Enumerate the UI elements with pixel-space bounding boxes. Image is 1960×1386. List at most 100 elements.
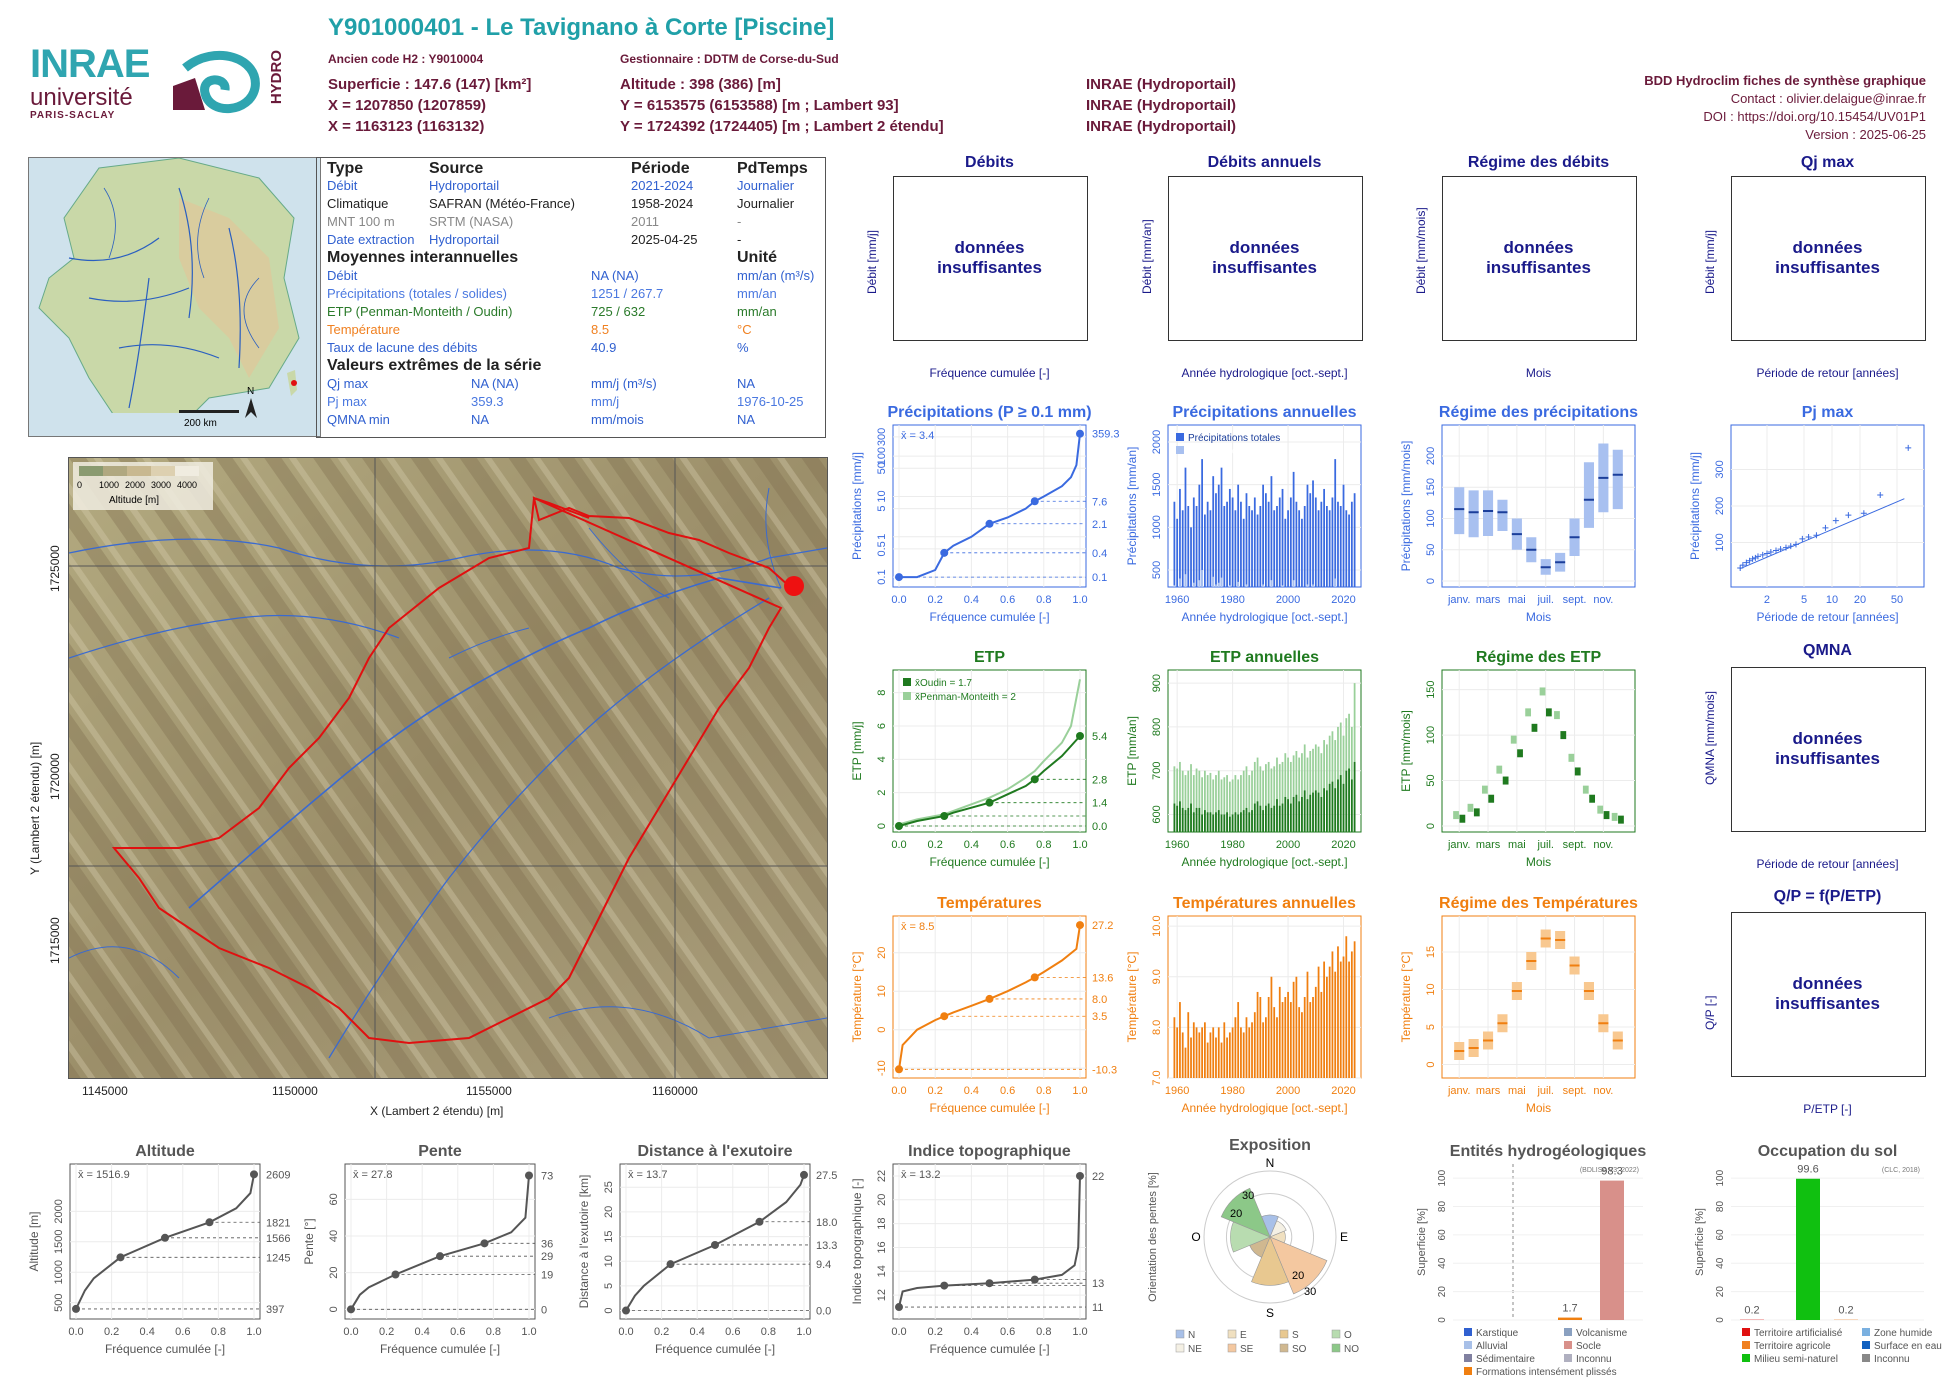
temp_annual-bar-a-40 [1284,997,1287,1078]
etp_annual-bar-a-29 [1253,761,1256,832]
rose-ring-2 [1203,1170,1337,1304]
etp_annual-bar-a-3 [1181,770,1184,832]
precip_annual-bar-a-6 [1190,527,1192,587]
etp_annual-bar-b-25 [1242,810,1245,832]
altitude_cdf-rlabel-4: 397 [266,1304,284,1316]
row-clim-type: Climatique [327,196,389,211]
pente_cdf-title: Pente [418,1143,462,1160]
precip_annual-bar-b-7 [1192,582,1195,587]
temp_annual-bar-a-47 [1303,997,1306,1078]
rose-petal-S [1251,1236,1289,1286]
etp_annual-bar-b-24 [1240,812,1242,832]
insufficient-line-2: insuffisantes [1212,258,1317,277]
distance_cdf-xtick-5: 1.0 [796,1326,811,1338]
distance_cdf-ytick-4: 20 [603,1206,615,1218]
topo_cdf-rlabel-1: 13 [1092,1278,1104,1290]
insufficient-data-msg-3: données insuffisantes [1731,238,1924,278]
pente_cdf-marker-1 [391,1270,400,1279]
occupation-legend-swatch-3 [1862,1341,1870,1349]
temp_annual-bar-a-24 [1240,1027,1242,1078]
topo_cdf-ytick-1: 14 [876,1265,888,1277]
rose-legend-swatch-6 [1331,1329,1341,1339]
pj_max-point-10 [1773,547,1780,554]
precip_annual-bar-a-48 [1306,484,1309,587]
etp_annual-bar-b-33 [1265,805,1267,832]
temp_annual-bar-a-11 [1204,1022,1206,1078]
precip_annual-legend-1: Précipitations solides [1188,446,1282,457]
etp_annual-bar-a-49 [1309,751,1312,832]
etp_cdf-xtick-0: 0.0 [891,839,906,851]
pente_cdf-xtick-2: 0.4 [415,1326,430,1338]
altitude_cdf-xtick-4: 0.8 [211,1326,226,1338]
scale-label: 200 km [184,418,217,429]
pj_max-xtick-0: 2 [1764,594,1770,606]
precip_annual-bar-a-56 [1328,510,1331,587]
etp_annual-bar-a-9 [1198,770,1201,832]
occupation-legend-swatch-0 [1742,1328,1750,1336]
rose-legend-6: O [1344,1330,1352,1341]
etp_annual-bar-b-7 [1192,812,1195,832]
etp-regime-oudin-2 [1488,794,1495,803]
etp_cdf-ytick-4: 8 [876,690,888,696]
precip-regime-box-0 [1454,487,1465,535]
etp_annual-bar-b-38 [1278,805,1281,832]
pj_max-point-15 [1799,535,1806,542]
etp_annual-bar-a-33 [1265,764,1267,832]
etp_annual-bar-b-45 [1298,801,1301,832]
precip_annual-bar-b-0 [1173,585,1176,587]
precip_cdf-ytick-2: 1 [876,534,888,540]
pente_cdf-marker-4 [525,1171,533,1180]
precip_annual-bar-a-34 [1267,501,1270,587]
ext-pj-val: 359.3 [471,394,504,409]
etp_cdf-marker-1 [940,812,949,820]
temp_annual-bar-a-0 [1173,1017,1176,1078]
row-debit-type: Débit [327,178,358,193]
temp_annual-bar-a-27 [1248,1027,1251,1078]
precip_annual-bar-a-15 [1215,493,1217,587]
temp_annual-bar-a-26 [1245,1017,1248,1078]
occupation-title: Occupation du sol [1758,1143,1898,1160]
pj_max-point-6 [1754,553,1761,560]
precip_cdf-rlabel-4: 0.1 [1092,572,1107,584]
precip_annual-bar-a-49 [1309,493,1312,587]
etp_annual-bar-a-24 [1240,775,1242,832]
precip_cdf-marker-0 [895,573,903,582]
precip_regime-xlabel: Mois [1526,610,1551,624]
precip_annual-legend-swatch-0 [1176,433,1184,441]
pj_max-point-19 [1832,517,1839,524]
precip_annual-bar-b-26 [1245,584,1248,587]
topo_cdf-xtick-3: 0.6 [1000,1326,1015,1338]
precip_cdf-series-line [899,433,1081,579]
hydrogeo-ytick-2: 40 [1437,1257,1448,1269]
etp_annual-frame [1167,669,1362,833]
temp_annual-bar-a-8 [1195,1027,1198,1078]
rose-legend-4: S [1292,1330,1299,1341]
precip_annual-bar-a-28 [1251,510,1253,587]
precip_annual-bar-a-39 [1281,488,1284,587]
insufficient-data-msg-1: données insuffisantes [1168,238,1361,278]
etp_annual-bar-b-16 [1217,810,1220,832]
pj_max-ytick-2: 300 [1714,460,1726,478]
hydrogeo-label-0: 1.7 [1562,1303,1577,1315]
precip_cdf-xtick-2: 0.4 [964,594,979,606]
etp_regime-ytick-1: 50 [1425,774,1437,786]
precip_annual-bar-a-19 [1226,501,1228,587]
temp_cdf-ylabel: Température [°C] [850,952,864,1043]
etp_annual-bar-a-7 [1192,775,1195,832]
mean-lacune-label: Taux de lacune des débits [327,340,478,355]
legend-tick-2: 2000 [125,480,145,490]
etp_annual-bar-a-18 [1223,777,1226,832]
precip_annual-bar-b-23 [1237,581,1240,587]
topo_cdf-xtick-2: 0.4 [964,1326,979,1338]
temp_annual-bar-a-32 [1262,1022,1264,1078]
precip_cdf-ytick-3: 5 [876,506,888,512]
temp_annual-bar-a-15 [1215,1037,1217,1078]
etp_annual-bar-b-41 [1287,799,1289,832]
precip_annual-bar-a-8 [1195,506,1198,587]
temp_regime-ytick-3: 15 [1425,946,1437,958]
temp_annual-bar-a-62 [1345,936,1348,1078]
etp-regime-oudin-5 [1531,723,1538,732]
insufficient-data-msg-4: données insuffisantes [1731,729,1924,769]
precip_cdf-xtick-5: 1.0 [1072,594,1087,606]
legend-tick-4: 4000 [177,480,197,490]
